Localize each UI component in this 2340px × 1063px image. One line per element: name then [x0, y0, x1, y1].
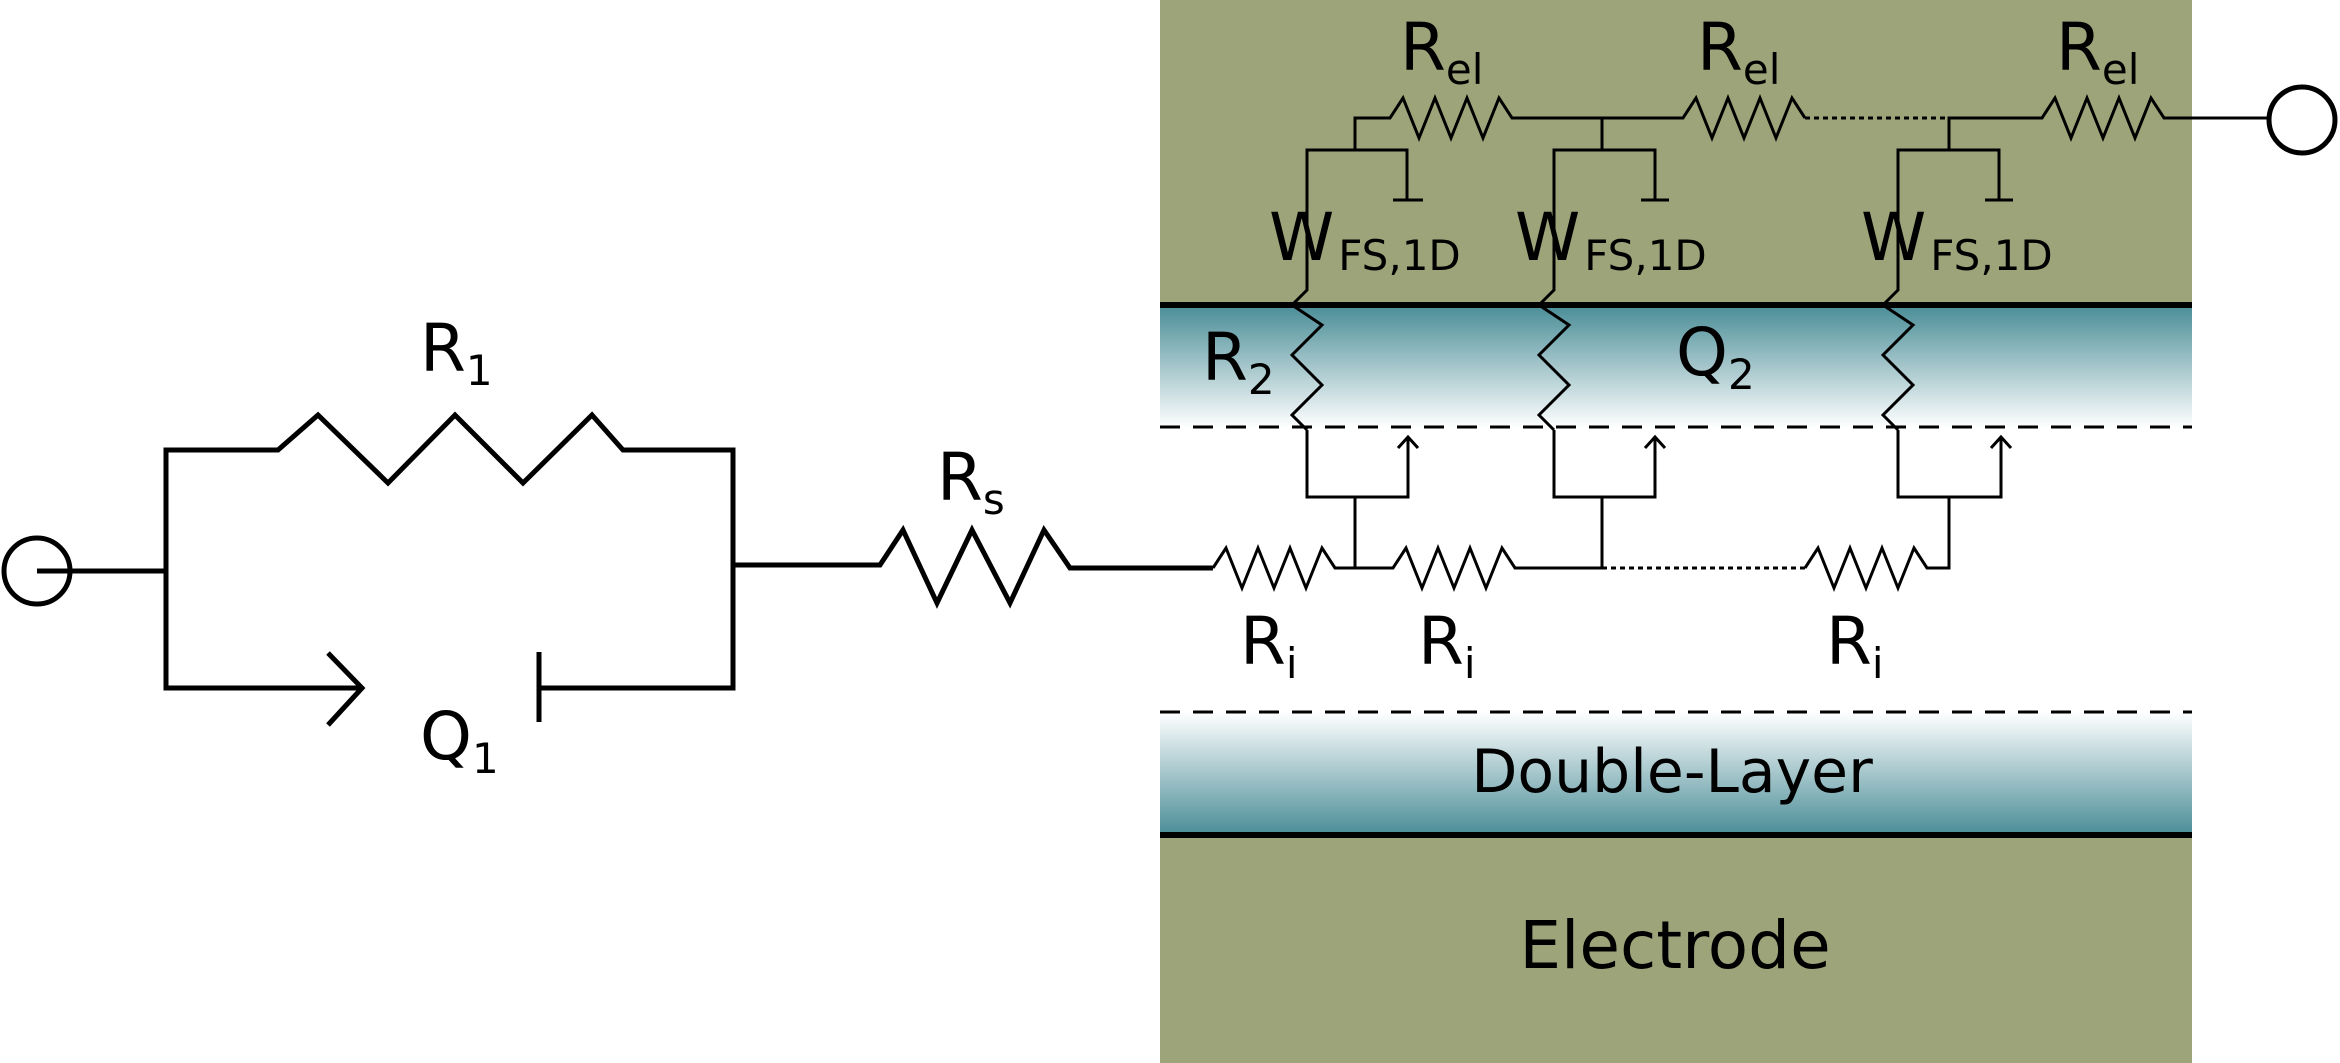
rung-1-cpe-branch — [1305, 430, 1357, 568]
r1-branch-wire — [163, 411, 736, 571]
double-layer-label: Double-Layer — [1471, 737, 1873, 807]
wfs-label-3: WFS,1D — [1861, 199, 2053, 280]
rs-resistor-wire — [733, 524, 1213, 609]
rung-1-q2-wire — [1355, 437, 1410, 499]
electrode-top-region — [1160, 0, 2192, 305]
rung-2-cpe-branch — [1552, 430, 1604, 568]
rung-2-r2-zigzag — [1536, 262, 1572, 432]
ri-resistor-3 — [1803, 497, 1951, 593]
q1-branch-wire — [163, 571, 360, 691]
rung-2-q2-arrow — [1643, 434, 1667, 450]
rung-3-q2-arrow — [1989, 434, 2013, 450]
wfs-label-1: WFS,1D — [1269, 199, 1461, 280]
ri-label-1: Ri — [1240, 603, 1298, 688]
ri-label-3: Ri — [1826, 603, 1884, 688]
rung-1-r2-zigzag — [1289, 262, 1325, 432]
rel-label-2: Rel — [1697, 9, 1780, 94]
electrode-label: Electrode — [1519, 907, 1830, 984]
q2-label: Q2 — [1676, 314, 1755, 399]
rung-3-q2-wire — [1949, 437, 2003, 499]
double-layer-region — [1160, 712, 2192, 835]
right-terminal — [2266, 84, 2338, 156]
r2-label: R2 — [1202, 319, 1275, 404]
rung-3-r2-zigzag — [1880, 262, 1916, 432]
rs-label: Rs — [937, 439, 1005, 524]
rung-1-q2-arrow — [1396, 434, 1420, 450]
rel-resistor-3 — [1947, 93, 2268, 150]
rel-resistor-2 — [1602, 93, 1807, 143]
ri-label-2: Ri — [1418, 603, 1476, 688]
wfs-label-2: WFS,1D — [1515, 199, 1707, 280]
rel-label-1: Rel — [1400, 9, 1483, 94]
ri-resistor-1 — [1211, 543, 1355, 593]
wfs-1-element — [1305, 148, 1423, 262]
pore-layer-region — [1160, 305, 2192, 428]
q1-right-wire — [539, 565, 736, 691]
rung-3-cpe-branch — [1896, 430, 1949, 499]
rel-label-3: Rel — [2056, 9, 2139, 94]
rung-2-q2-wire — [1602, 437, 1657, 499]
electrode-bottom-region — [1160, 835, 2192, 1063]
wfs-2-element — [1552, 148, 1669, 262]
r1-label: R1 — [420, 310, 493, 395]
q1-label: Q1 — [420, 698, 499, 783]
ri-resistor-2 — [1355, 543, 1602, 593]
q1-cpe-arrow — [326, 651, 366, 727]
rel-resistor-1 — [1353, 93, 1604, 150]
